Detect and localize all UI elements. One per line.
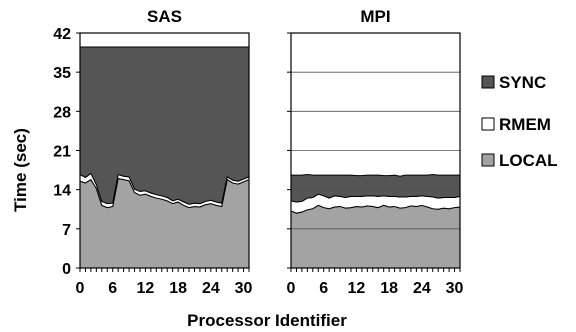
y-tick-label: 21 <box>53 144 71 161</box>
x-tick-label: 24 <box>202 280 220 297</box>
legend-swatch-sync <box>481 75 495 89</box>
legend-item-sync: SYNC <box>481 73 546 92</box>
y-tick-label: 14 <box>53 183 71 200</box>
area-local <box>290 204 461 269</box>
y-tick-label: 42 <box>53 26 71 43</box>
legend-label-rmem: RMEM <box>499 115 551 134</box>
legend: SYNC RMEM LOCAL <box>481 73 558 170</box>
x-tick-label: 0 <box>76 280 85 297</box>
x-tick-label: 6 <box>108 280 117 297</box>
x-axis-label: Processor Identifier <box>187 311 347 330</box>
legend-label-sync: SYNC <box>499 73 546 92</box>
mpi-panel: MPI 0 6 12 18 24 30 <box>287 7 464 297</box>
x-tick-label: 18 <box>169 280 187 297</box>
x-tick-label: 0 <box>287 280 296 297</box>
x-tick-label: 24 <box>413 280 431 297</box>
x-tick-label: 12 <box>137 280 155 297</box>
legend-item-rmem: RMEM <box>481 115 551 134</box>
chart-title: MPI <box>360 7 390 26</box>
y-tick-label: 28 <box>53 104 71 121</box>
legend-item-local: LOCAL <box>481 151 558 170</box>
chart-title: SAS <box>147 7 182 26</box>
legend-label-local: LOCAL <box>499 151 558 170</box>
legend-swatch-local <box>481 153 495 167</box>
x-tick-label: 30 <box>235 280 253 297</box>
area-sync <box>79 46 250 205</box>
y-tick-label: 7 <box>62 222 71 239</box>
x-tick-label: 30 <box>446 280 464 297</box>
x-tick-label: 12 <box>348 280 366 297</box>
y-tick-label: 35 <box>53 65 71 82</box>
y-axis-label: Time (sec) <box>11 128 30 212</box>
x-tick-label: 18 <box>380 280 398 297</box>
legend-swatch-rmem <box>481 117 495 131</box>
x-tick-label: 6 <box>319 280 328 297</box>
y-tick-label: 0 <box>62 261 71 278</box>
sas-panel: SAS 0 7 14 21 28 35 42 0 6 12 18 24 30 <box>53 7 252 297</box>
